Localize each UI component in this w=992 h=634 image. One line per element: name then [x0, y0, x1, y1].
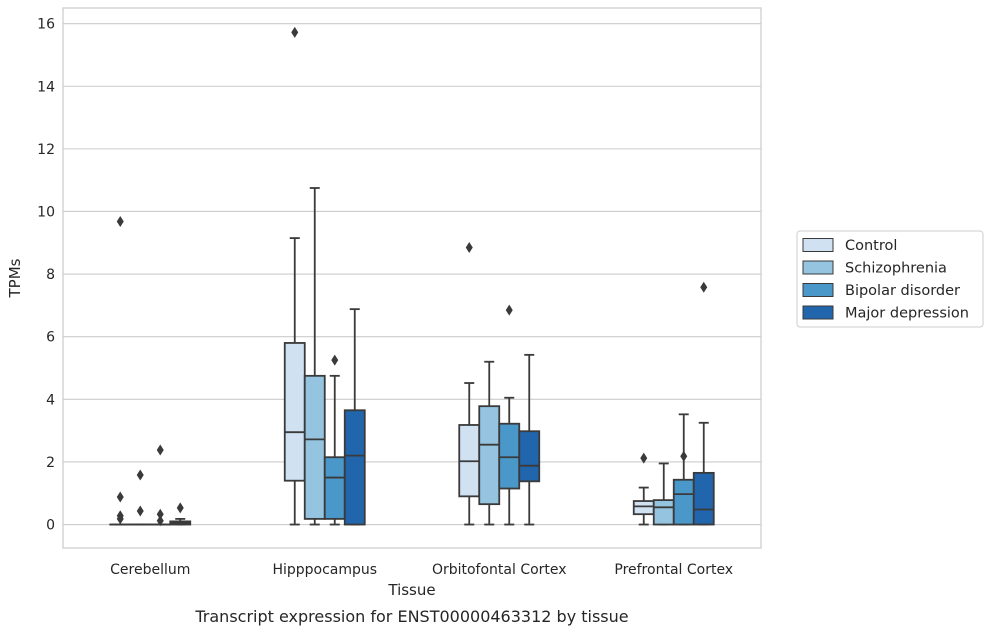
y-tick-label: 16	[37, 17, 55, 33]
box	[283, 342, 306, 482]
y-tick-label: 0	[46, 518, 55, 534]
outlier-point	[505, 304, 513, 316]
chart-caption: Transcript expression for ENST0000046331…	[194, 607, 628, 626]
outlier-point	[156, 444, 164, 456]
box-group	[109, 215, 132, 526]
box	[323, 456, 346, 520]
box-group	[129, 469, 152, 526]
box-group	[652, 462, 675, 526]
legend-swatch	[802, 283, 834, 297]
box	[478, 405, 501, 506]
box	[692, 471, 715, 526]
y-tick-label: 14	[37, 79, 55, 95]
legend-label: Schizophrenia	[845, 261, 947, 277]
box	[518, 430, 541, 483]
legend-swatch	[802, 305, 834, 320]
box-group	[283, 26, 306, 526]
box	[343, 409, 366, 526]
box	[672, 478, 695, 526]
y-tick-label: 12	[37, 142, 55, 158]
box	[498, 422, 521, 490]
y-axis-title: TPMs	[6, 258, 24, 298]
box-group	[169, 502, 192, 526]
box	[303, 374, 326, 520]
box-group	[498, 304, 521, 526]
outlier-point	[116, 513, 124, 525]
y-tick-label: 4	[46, 392, 55, 408]
box-group	[692, 281, 715, 526]
boxes	[109, 26, 715, 527]
x-tick-label: Prefrontal Cortex	[614, 562, 733, 578]
box	[652, 499, 675, 526]
outlier-point	[331, 354, 339, 366]
x-axis-ticks: Cerebellum Hipppocampus Orbitofontal Corte…	[110, 562, 733, 578]
outlier-point	[465, 241, 473, 253]
outlier-point	[640, 452, 648, 464]
y-axis-ticks: 0 2 4 6 8 10 12 14 16	[37, 17, 55, 534]
outlier-point	[136, 505, 144, 517]
legend-frame	[796, 230, 984, 328]
box-group	[458, 241, 481, 526]
outlier-point	[116, 491, 124, 503]
legend: Control Schizophrenia Bipolar disorder Majo…	[796, 230, 984, 328]
legend-label: Bipolar disorder	[845, 283, 960, 299]
legend-swatch	[802, 238, 834, 252]
y-tick-label: 8	[46, 267, 55, 283]
y-tick-label: 2	[46, 455, 55, 471]
outlier-point	[680, 450, 688, 462]
outlier-point	[116, 215, 124, 227]
box-group	[323, 354, 346, 526]
outlier-point	[156, 515, 164, 527]
x-tick-label: Orbitofontal Cortex	[432, 562, 567, 578]
box-group	[518, 353, 541, 526]
x-tick-label: Cerebellum	[110, 562, 190, 578]
legend-label: Major depression	[845, 306, 969, 322]
outlier-point	[700, 281, 708, 293]
box-group	[632, 452, 655, 526]
plot-area-frame	[62, 7, 762, 549]
box	[632, 500, 655, 516]
x-tick-label: Hipppocampus	[272, 562, 377, 578]
y-tick-label: 6	[46, 330, 55, 346]
box-group	[343, 308, 366, 526]
outlier-point	[136, 469, 144, 481]
legend-label: Control	[845, 238, 897, 254]
box-group	[149, 444, 172, 527]
gridlines	[63, 23, 761, 526]
outlier-point	[176, 502, 184, 514]
box-group	[478, 360, 501, 526]
x-axis-title: Tissue	[387, 581, 435, 599]
box-group	[303, 187, 326, 526]
outlier-point	[156, 508, 164, 520]
outlier-point	[291, 26, 299, 38]
y-tick-label: 10	[37, 204, 55, 220]
legend-swatch	[802, 260, 834, 275]
box-group	[672, 413, 695, 526]
